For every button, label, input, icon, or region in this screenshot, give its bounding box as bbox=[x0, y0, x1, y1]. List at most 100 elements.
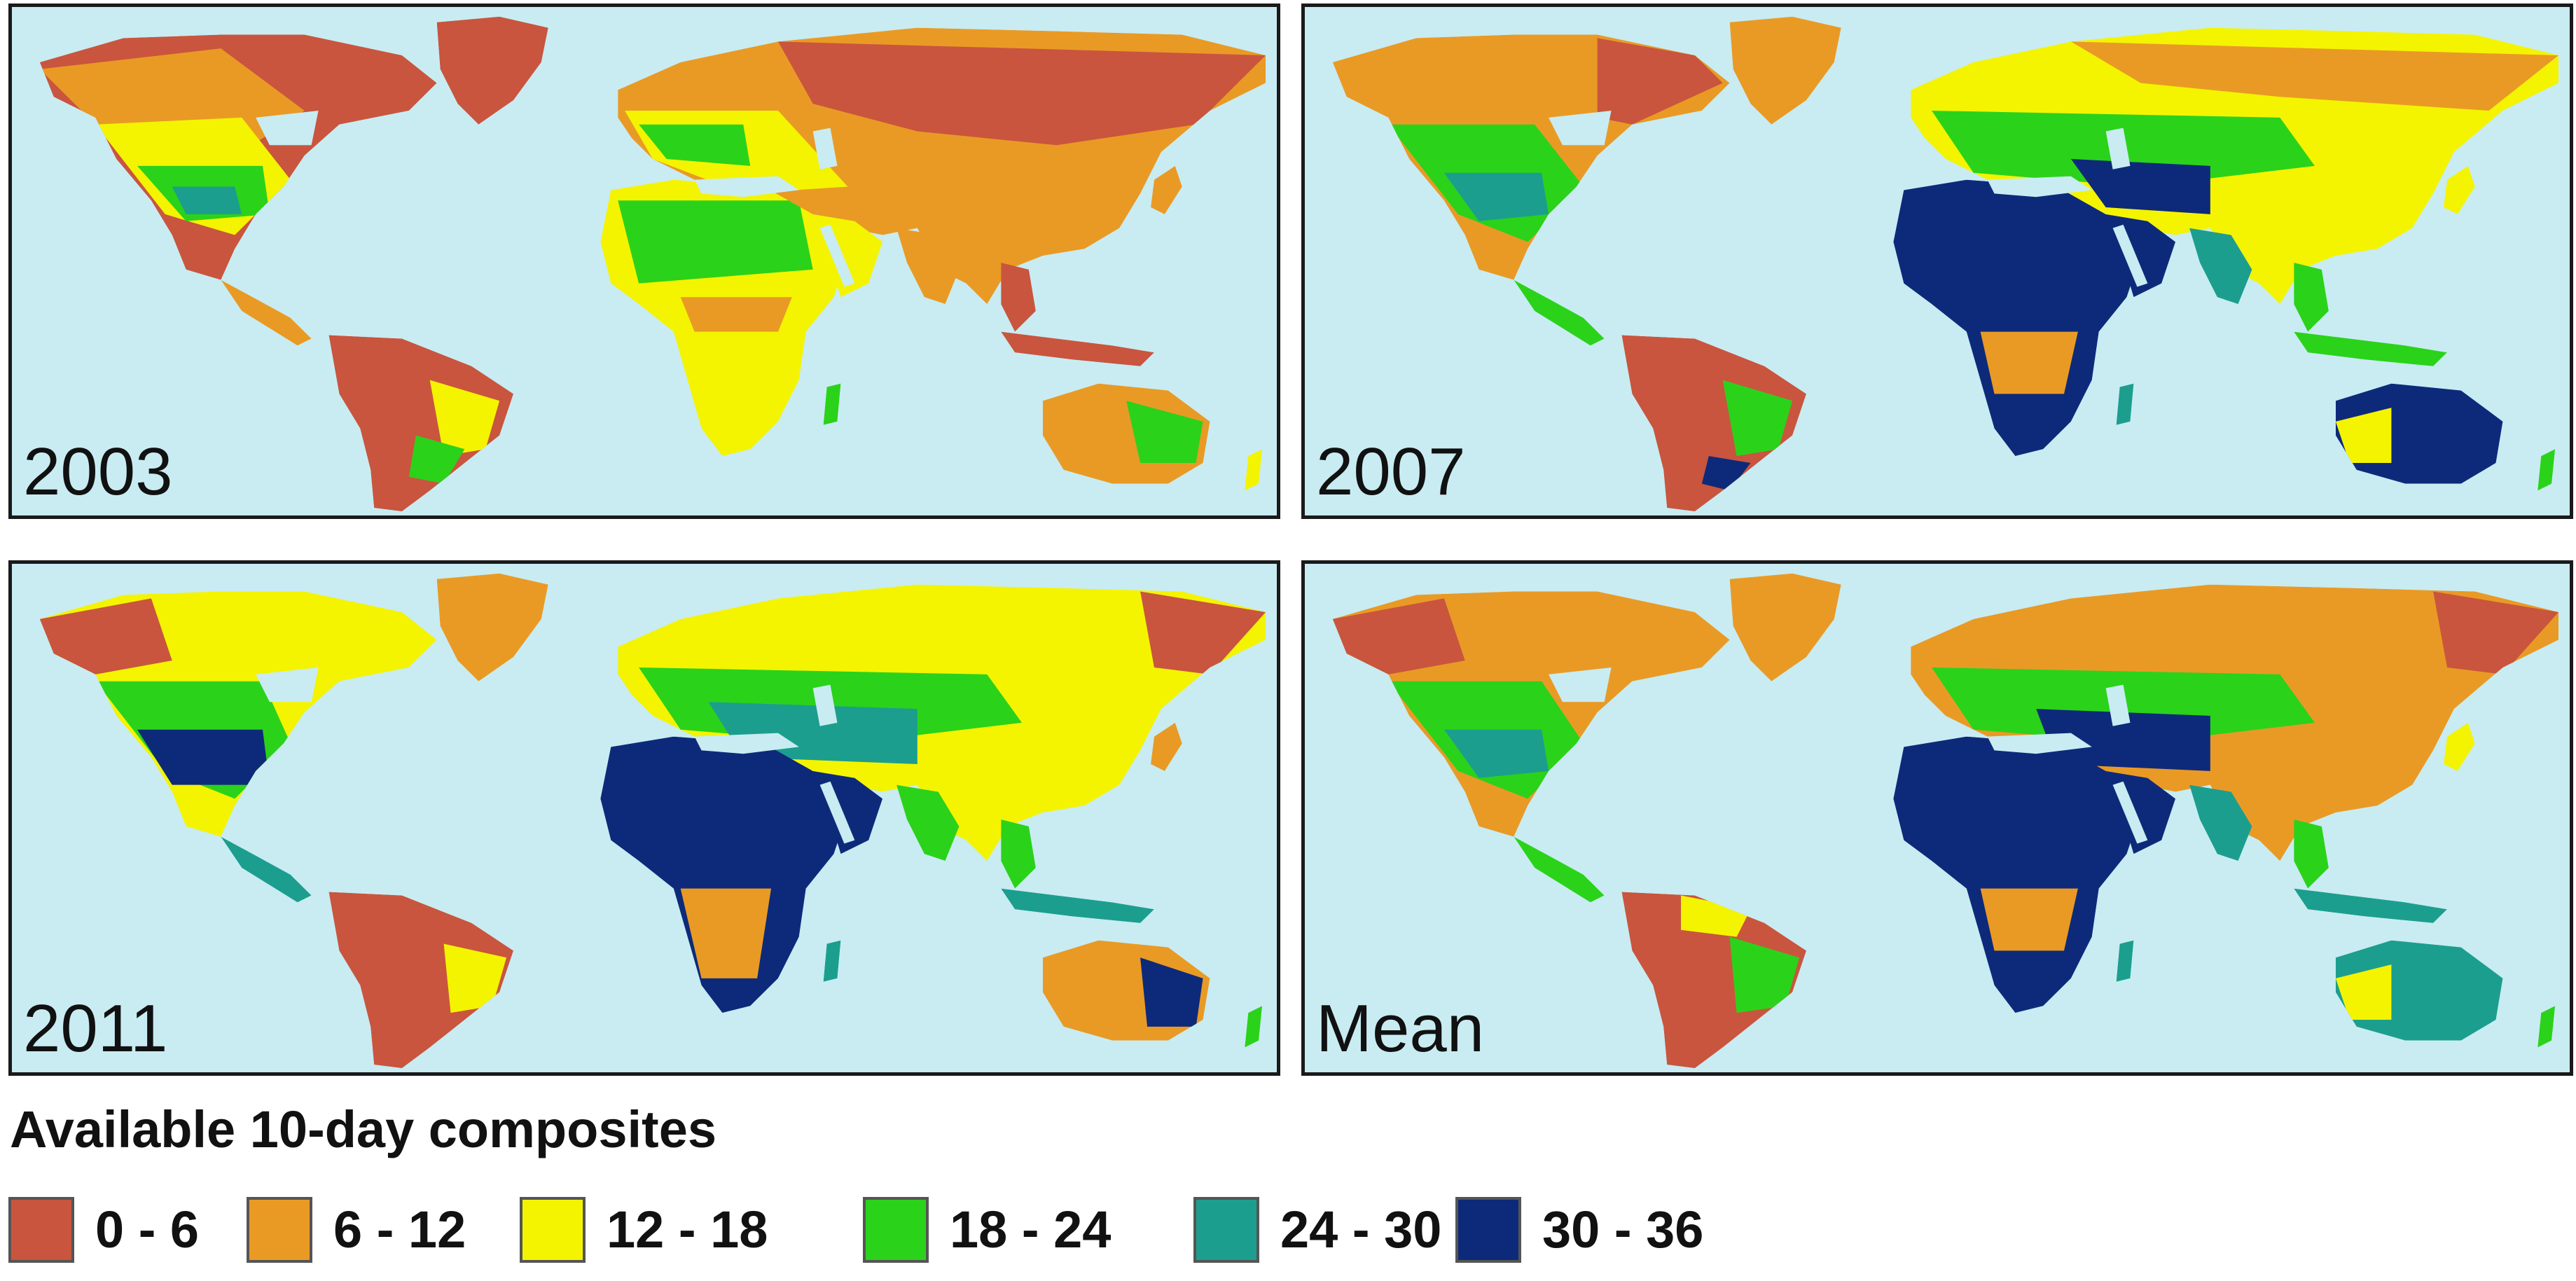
greenland-region bbox=[436, 573, 548, 681]
india-region bbox=[2189, 784, 2252, 861]
madagascar-region bbox=[823, 940, 841, 982]
eurasia-region bbox=[2070, 159, 2210, 214]
panel-label: 2007 bbox=[1316, 434, 1466, 509]
newZealand-region bbox=[2537, 1006, 2556, 1048]
africa-region bbox=[1980, 331, 2078, 394]
panel-label: Mean bbox=[1316, 991, 1485, 1066]
india-region bbox=[896, 784, 960, 861]
legend-swatch bbox=[8, 1197, 74, 1263]
africa-region bbox=[680, 888, 771, 978]
inland-water bbox=[2112, 781, 2148, 844]
australia-region bbox=[2335, 408, 2392, 464]
africa-region bbox=[600, 736, 848, 1013]
eurasia-region bbox=[2070, 41, 2559, 111]
japan-region bbox=[2443, 722, 2475, 771]
legend-label: 24 - 30 bbox=[1280, 1200, 1442, 1259]
newZealand-region bbox=[2537, 449, 2556, 491]
australia-region bbox=[1126, 401, 1203, 464]
australia-region bbox=[1140, 957, 1203, 1027]
southAmerica-region bbox=[328, 335, 514, 512]
newZealand-region bbox=[1245, 1006, 1263, 1048]
legend-swatch bbox=[247, 1197, 312, 1263]
inland-water bbox=[819, 781, 855, 844]
indonesia-region bbox=[1001, 331, 1154, 366]
africa-region bbox=[1893, 736, 2141, 1013]
greenland-region bbox=[1729, 573, 1841, 681]
eurasia-region bbox=[777, 41, 1266, 146]
world-map bbox=[1332, 573, 2559, 1069]
seAsia-region bbox=[2294, 819, 2329, 889]
africa-region bbox=[618, 200, 813, 284]
legend-swatch bbox=[1193, 1197, 1259, 1263]
inland-water bbox=[812, 127, 838, 169]
southAmerica-region bbox=[429, 380, 500, 457]
northAmerica-region bbox=[1597, 38, 1723, 125]
map-panel-mean: Mean bbox=[1301, 560, 2573, 1076]
legend-label: 30 - 36 bbox=[1542, 1200, 1704, 1259]
indonesia-region bbox=[1001, 888, 1154, 923]
indonesia-region bbox=[2294, 888, 2447, 923]
madagascar-region bbox=[2116, 940, 2134, 982]
northAmerica-region bbox=[137, 729, 270, 785]
inland-water bbox=[819, 224, 855, 287]
inland-water bbox=[1549, 667, 1612, 702]
legend-label: 6 - 12 bbox=[333, 1200, 466, 1259]
centralAmerica-region bbox=[1514, 279, 1605, 346]
southAmerica-region bbox=[328, 892, 514, 1069]
world-map bbox=[39, 573, 1266, 1069]
legend-label: 0 - 6 bbox=[95, 1200, 200, 1259]
inland-water bbox=[2105, 684, 2131, 726]
inland-water bbox=[1987, 733, 2092, 754]
india-region bbox=[896, 228, 960, 305]
world-map bbox=[1332, 16, 2559, 512]
southAmerica-region bbox=[1722, 380, 1793, 457]
inland-water bbox=[2112, 224, 2148, 287]
japan-region bbox=[1150, 165, 1182, 214]
southAmerica-region bbox=[443, 943, 507, 1013]
legend-swatch bbox=[863, 1197, 929, 1263]
india-region bbox=[2189, 228, 2252, 305]
newZealand-region bbox=[1245, 449, 1263, 491]
africa-region bbox=[680, 297, 792, 332]
centralAmerica-region bbox=[221, 279, 312, 346]
inland-water bbox=[694, 733, 799, 754]
eurasia-region bbox=[639, 124, 751, 166]
map-panel-2011: 2011 bbox=[8, 560, 1280, 1076]
northAmerica-region bbox=[39, 598, 172, 674]
southAmerica-region bbox=[1621, 892, 1807, 1069]
northAmerica-region bbox=[172, 186, 242, 214]
legend-label: 12 - 18 bbox=[607, 1200, 768, 1259]
panel-label: 2011 bbox=[23, 991, 168, 1066]
madagascar-region bbox=[823, 383, 841, 425]
southAmerica-region bbox=[408, 435, 465, 484]
inland-water bbox=[1987, 176, 2092, 198]
inland-water bbox=[694, 176, 799, 198]
inland-water bbox=[2105, 127, 2131, 169]
inland-water bbox=[812, 684, 838, 726]
australia-region bbox=[2335, 964, 2392, 1020]
southAmerica-region bbox=[1621, 335, 1807, 512]
japan-region bbox=[2443, 165, 2475, 214]
northAmerica-region bbox=[1443, 729, 1549, 778]
inland-water bbox=[256, 110, 319, 146]
seAsia-region bbox=[1001, 819, 1036, 889]
legend-title: Available 10-day composites bbox=[10, 1100, 717, 1158]
map-panel-2007: 2007 bbox=[1301, 4, 2573, 519]
japan-region bbox=[1150, 722, 1182, 771]
seAsia-region bbox=[1001, 262, 1036, 332]
legend-label: 18 - 24 bbox=[950, 1200, 1112, 1259]
madagascar-region bbox=[2116, 383, 2134, 425]
southAmerica-region bbox=[1701, 456, 1751, 491]
greenland-region bbox=[436, 16, 548, 125]
centralAmerica-region bbox=[1514, 836, 1605, 903]
centralAmerica-region bbox=[221, 836, 312, 903]
legend: 0 - 6 6 - 12 12 - 18 18 - 24 24 - 30 30 … bbox=[8, 1195, 2530, 1268]
northAmerica-region bbox=[1332, 598, 1465, 674]
africa-region bbox=[1980, 888, 2078, 951]
eurasia-region bbox=[1140, 591, 1266, 674]
panel-label: 2003 bbox=[23, 434, 173, 509]
map-panel-2003: 2003 bbox=[8, 4, 1280, 519]
inland-water bbox=[1549, 110, 1612, 146]
africa-region bbox=[1893, 179, 2141, 457]
seAsia-region bbox=[2294, 262, 2329, 332]
